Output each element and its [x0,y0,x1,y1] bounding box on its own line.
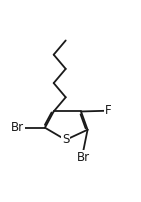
Text: Br: Br [77,151,90,164]
Text: Br: Br [11,121,24,134]
Text: F: F [105,104,112,117]
Text: S: S [62,133,69,146]
